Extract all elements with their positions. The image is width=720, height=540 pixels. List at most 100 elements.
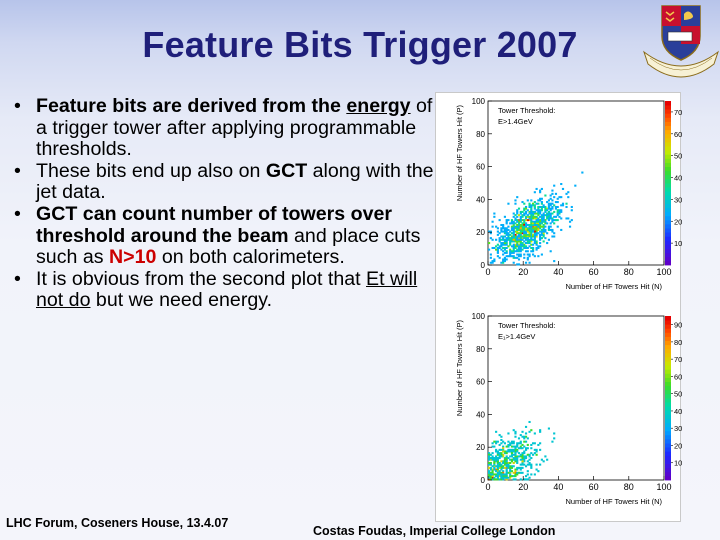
heatmap-cell	[540, 219, 543, 222]
heatmap-cell	[493, 468, 496, 471]
heatmap-cell	[516, 253, 519, 256]
heatmap-cell	[526, 453, 529, 456]
heatmap-cell	[512, 465, 515, 468]
heatmap-cell	[542, 225, 545, 228]
heatmap-cell	[535, 240, 538, 243]
heatmap-cell	[542, 219, 545, 222]
heatmap-cell	[488, 453, 491, 456]
colorbar-segment	[665, 352, 671, 358]
heatmap-cell	[505, 457, 508, 460]
heatmap-cell	[488, 473, 491, 476]
heatmap-cell	[509, 466, 512, 469]
heatmap-cell	[512, 450, 515, 453]
heatmap-cell	[514, 214, 517, 217]
heatmap-cell	[509, 240, 512, 243]
heatmap-cell	[488, 478, 491, 481]
heatmap-cell	[510, 475, 514, 478]
heatmap-cell	[491, 261, 494, 264]
heatmap-cell	[491, 225, 494, 228]
heatmap-cell	[551, 230, 554, 233]
heatmap-cell	[496, 468, 499, 471]
heatmap-cell	[542, 228, 545, 231]
heatmap-cell	[542, 227, 545, 230]
heatmap-cell	[537, 199, 540, 202]
colorbar-tick-label: 70	[674, 108, 682, 117]
heatmap-cell	[509, 455, 512, 458]
heatmap-cell	[505, 242, 508, 245]
colorbar-segment	[665, 129, 671, 135]
heatmap-cell	[498, 463, 501, 466]
heatmap-cell	[517, 222, 521, 225]
bullet-text: and place cuts such as	[36, 224, 421, 269]
heatmap-cell	[524, 233, 528, 236]
colorbar-segment	[665, 336, 671, 341]
bullet-text: GCT	[265, 159, 308, 182]
heatmap-cell	[532, 233, 535, 236]
y-tick-label: 60	[476, 378, 485, 387]
colorbar-segment	[665, 224, 671, 229]
heatmap-cell	[530, 205, 533, 208]
heatmap-cell	[505, 219, 508, 222]
heatmap-cell	[498, 238, 501, 241]
heatmap-cell	[510, 452, 514, 455]
heatmap-cell	[551, 207, 554, 210]
heatmap-cell	[500, 460, 503, 463]
heatmap-cell	[530, 233, 533, 236]
heatmap-cell	[514, 219, 517, 222]
heatmap-cell	[539, 238, 542, 241]
heatmap-cell	[516, 212, 519, 215]
colorbar-segment	[665, 381, 671, 387]
heatmap-cell	[551, 199, 554, 202]
heatmap-cell	[500, 435, 503, 438]
heatmap-cell	[532, 225, 535, 228]
heatmap-cell	[535, 212, 538, 215]
heatmap-cell	[530, 235, 533, 238]
heatmap-cell	[517, 442, 521, 445]
heatmap-cell	[523, 219, 526, 222]
heatmap-cell	[517, 248, 521, 251]
heatmap-cell	[500, 238, 503, 241]
heatmap-cell	[523, 256, 526, 259]
y-tick-label: 20	[476, 228, 485, 237]
heatmap-cell	[496, 461, 499, 464]
heatmap-cell	[530, 473, 533, 476]
heatmap-cell	[549, 217, 552, 220]
heatmap-cell	[530, 250, 533, 253]
heatmap-cell	[505, 465, 508, 468]
heatmap-cell	[535, 463, 538, 466]
colorbar-segment	[665, 117, 671, 122]
heatmap-cell	[498, 457, 501, 460]
heatmap-cell	[503, 228, 506, 231]
heatmap-cell	[509, 233, 512, 236]
colorbar-segment	[665, 109, 671, 114]
bullet-text: These bits end up also on	[36, 159, 266, 182]
heatmap-cell	[523, 440, 526, 443]
heatmap-cell	[524, 245, 528, 248]
heatmap-cell	[512, 243, 515, 246]
heatmap-cell	[537, 227, 540, 230]
colorbar-segment	[665, 105, 671, 110]
heatmap-cell	[503, 475, 506, 478]
colorbar-segment	[665, 357, 671, 362]
heatmap-cell	[556, 214, 559, 217]
heatmap-cell	[493, 463, 496, 466]
heatmap-cell	[524, 224, 528, 227]
x-tick-label: 0	[485, 267, 490, 277]
heatmap-cell	[528, 453, 531, 456]
heatmap-cell	[514, 240, 517, 243]
heatmap-cell	[517, 224, 521, 227]
heatmap-cell	[514, 452, 517, 455]
heatmap-cell	[533, 191, 536, 194]
colorbar-segment	[665, 166, 671, 172]
heatmap-cell	[509, 448, 512, 451]
heatmap-cell	[493, 445, 496, 448]
heatmap-cell	[502, 261, 505, 264]
heatmap-cell	[526, 246, 529, 249]
heatmap-cell	[509, 238, 512, 241]
heatmap-cell	[535, 230, 538, 233]
colorbar-segment	[665, 451, 671, 456]
heatmap-cell	[514, 468, 517, 471]
colorbar-segment	[665, 240, 671, 245]
heatmap-cell	[532, 246, 535, 249]
heatmap-cell	[500, 473, 503, 476]
